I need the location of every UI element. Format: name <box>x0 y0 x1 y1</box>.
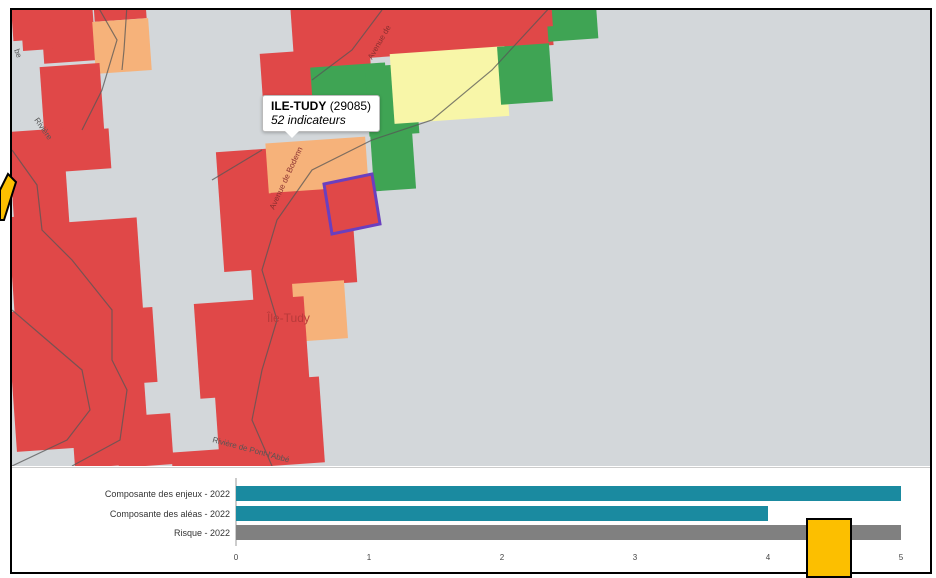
grid-cell[interactable] <box>39 10 97 64</box>
chart-bar[interactable] <box>236 525 901 540</box>
grid-cell[interactable] <box>58 217 144 318</box>
waterway-line <box>211 149 263 181</box>
grid-cell[interactable] <box>441 10 553 34</box>
chart-bar[interactable] <box>236 506 768 521</box>
app-frame: Île-Tudy Avenue de Avenue de Bodenn Rivièr… <box>10 8 932 574</box>
x-tick-label: 4 <box>766 553 771 562</box>
grid-cell[interactable] <box>289 10 370 63</box>
bar-category-label: Risque - 2022 <box>174 528 230 538</box>
grid-cell[interactable] <box>20 18 54 52</box>
grid-cell[interactable] <box>93 10 147 22</box>
bar-chart-canvas: Composante des enjeux - 2022 Composante d… <box>105 478 904 562</box>
bar-category-label: Composante des enjeux - 2022 <box>105 489 230 499</box>
grid-cell[interactable] <box>64 307 158 388</box>
x-tick-label: 1 <box>367 553 372 562</box>
x-tick-label: 5 <box>899 553 904 562</box>
indicator-count: 52 indicateurs <box>271 113 346 127</box>
indicator-bar-chart: Composante des enjeux - 2022 Composante d… <box>12 467 930 572</box>
waterway-line <box>81 10 118 131</box>
commune-code: (29085) <box>329 99 372 113</box>
waterway-line <box>121 10 128 71</box>
commune-name: ILE-TUDY <box>271 99 327 113</box>
chart-bar[interactable] <box>236 486 901 501</box>
corner-label: be <box>12 48 24 60</box>
grid-cell[interactable] <box>92 18 152 74</box>
grid-cell[interactable] <box>497 43 553 105</box>
x-tick-label: 3 <box>633 553 638 562</box>
map-view[interactable]: Île-Tudy Avenue de Avenue de Bodenn Rivièr… <box>12 10 930 466</box>
highlight-marker-left <box>0 172 18 221</box>
waterway-line <box>12 309 91 466</box>
waterway-line <box>311 10 383 81</box>
waterway-line <box>12 149 128 466</box>
x-tick-label: 2 <box>500 553 505 562</box>
grid-cell[interactable] <box>12 308 77 452</box>
grid-cell[interactable] <box>369 128 417 192</box>
selected-grid-cell[interactable] <box>322 172 382 236</box>
x-tick-label: 0 <box>234 553 239 562</box>
grid-cell[interactable] <box>389 46 510 124</box>
place-label: Île-Tudy <box>266 310 310 325</box>
highlight-marker <box>806 518 852 578</box>
waterway-line <box>251 10 549 466</box>
grid-cell[interactable] <box>545 10 599 42</box>
grid-cell[interactable] <box>215 148 285 272</box>
bar-category-label: Composante des aléas - 2022 <box>110 509 230 519</box>
grid-cell[interactable] <box>214 376 325 466</box>
grid-cell[interactable] <box>12 213 77 337</box>
grid-cell[interactable] <box>115 413 174 466</box>
grid-cell[interactable] <box>60 128 112 172</box>
grid-cell[interactable] <box>193 296 311 399</box>
grid-cell[interactable] <box>39 62 105 138</box>
commune-tooltip: ILE-TUDY (29085) 52 indicateurs <box>262 95 381 138</box>
grid-cell[interactable] <box>292 280 348 342</box>
